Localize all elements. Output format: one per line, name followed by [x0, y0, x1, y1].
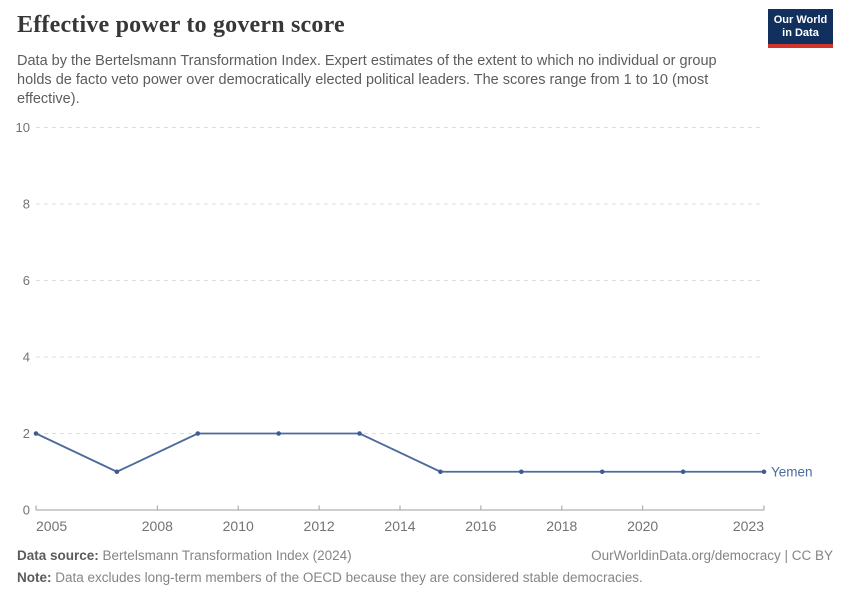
data-point[interactable]	[519, 469, 524, 475]
page-title: Effective power to govern score	[17, 12, 345, 38]
x-axis-label: 2008	[142, 518, 173, 534]
x-axis-label: 2023	[733, 518, 764, 534]
y-axis-label: 6	[23, 273, 30, 288]
data-source: Data source: Bertelsmann Transformation …	[17, 548, 352, 563]
y-axis-label: 8	[23, 197, 30, 212]
data-point[interactable]	[33, 431, 39, 436]
y-axis-label: 0	[23, 503, 30, 518]
chart-subtitle-line: holds de facto veto power over democrati…	[17, 72, 709, 88]
footnote-text: Data excludes long-term members of the O…	[55, 570, 643, 585]
x-axis-label: 2012	[304, 518, 335, 534]
x-axis-label: 2005	[36, 518, 67, 534]
data-source-text: Bertelsmann Transformation Index (2024)	[102, 548, 352, 563]
series-end-label[interactable]: Yemen	[771, 464, 813, 479]
x-axis-label: 2018	[546, 518, 577, 534]
x-axis-label: 2014	[384, 518, 415, 534]
data-point[interactable]	[276, 431, 281, 436]
series-line-yemen[interactable]	[35, 432, 764, 473]
data-point[interactable]	[680, 469, 686, 475]
data-source-label: Data source:	[17, 548, 99, 563]
chart-subtitle: Data by the Bertelsmann Transformation I…	[17, 52, 762, 109]
chart-footer: Data source: Bertelsmann Transformation …	[17, 548, 833, 585]
data-point[interactable]	[599, 469, 605, 475]
x-axis-label: 2010	[223, 518, 254, 534]
data-point[interactable]	[761, 469, 767, 475]
footnote-label: Note:	[17, 570, 52, 585]
chart-subtitle-line: effective).	[17, 91, 80, 107]
x-axis-label: 2020	[627, 518, 658, 534]
data-point[interactable]	[438, 469, 443, 475]
owid-logo-line2: in Data	[782, 26, 819, 39]
data-point[interactable]	[114, 469, 120, 475]
license-link[interactable]: OurWorldinData.org/democracy | CC BY	[591, 548, 833, 563]
y-axis-label: 4	[23, 350, 30, 365]
data-point[interactable]	[195, 431, 201, 436]
y-axis-label: 2	[23, 426, 30, 441]
data-point[interactable]	[357, 431, 362, 436]
chart-subtitle-line: Data by the Bertelsmann Transformation I…	[17, 53, 717, 69]
owid-logo[interactable]: Our World in Data	[768, 9, 833, 48]
owid-logo-line1: Our World	[773, 13, 828, 26]
footnote: Note: Data excludes long-term members of…	[17, 570, 833, 585]
y-axis-label: 10	[16, 120, 30, 135]
x-axis-label: 2016	[465, 518, 496, 534]
